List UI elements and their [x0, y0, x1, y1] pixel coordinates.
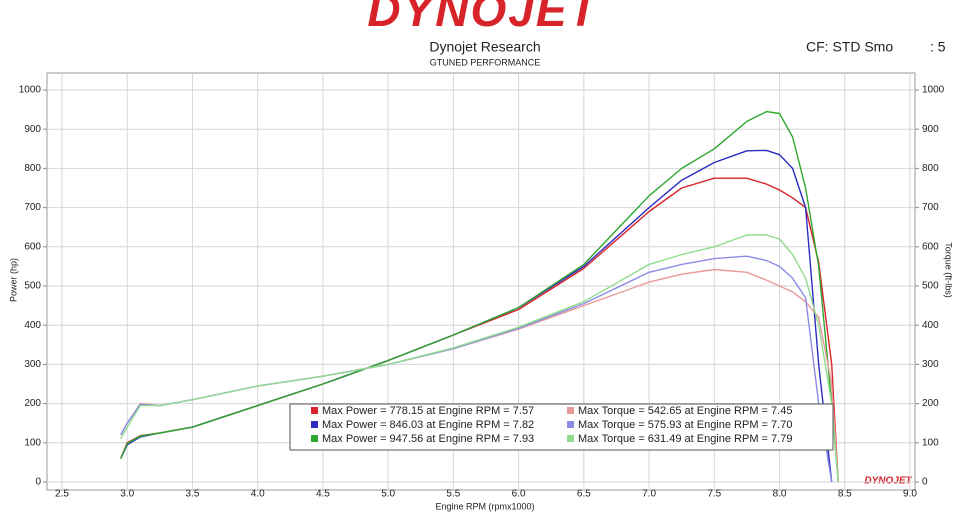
- x-tick-label: 4.0: [251, 489, 265, 500]
- legend-label: Max Torque = 575.93 at Engine RPM = 7.70: [578, 419, 792, 431]
- x-tick-label: 7.5: [707, 489, 721, 500]
- y2-tick-label: 300: [922, 359, 939, 370]
- legend-label: Max Torque = 631.49 at Engine RPM = 7.79: [578, 433, 792, 445]
- watermark: DYNOJET: [864, 476, 912, 487]
- legend-swatch: [311, 435, 318, 442]
- y2-axis-label: Torque (ft-lbs): [944, 242, 954, 298]
- y-tick-label: 900: [24, 124, 41, 135]
- logo: DYNOJET: [367, 0, 600, 36]
- legend-box: [289, 403, 834, 451]
- legend-label: Max Power = 778.15 at Engine RPM = 7.57: [322, 405, 534, 417]
- x-tick-label: 3.0: [120, 489, 134, 500]
- legend: Max Power = 778.15 at Engine RPM = 7.57 M…: [289, 403, 834, 451]
- legend-swatch: [567, 407, 574, 414]
- y-tick-label: 500: [24, 281, 41, 292]
- x-tick-label: 6.5: [577, 489, 591, 500]
- chart-title: Dynojet Research: [429, 39, 540, 55]
- legend-swatch: [311, 407, 318, 414]
- y-tick-label: 700: [24, 202, 41, 213]
- x-tick-label: 7.0: [642, 489, 656, 500]
- chart-subtitle: GTUNED PERFORMANCE: [430, 57, 541, 67]
- correction-factor: : 5: [930, 39, 946, 55]
- legend-label: Max Power = 846.03 at Engine RPM = 7.82: [322, 419, 534, 431]
- x-tick-label: 5.0: [381, 489, 395, 500]
- x-tick-label: 6.0: [512, 489, 526, 500]
- y-tick-label: 400: [24, 320, 41, 331]
- y-tick-label: 200: [24, 398, 41, 409]
- y-tick-label: 0: [35, 477, 41, 488]
- y2-tick-label: 1000: [922, 85, 945, 96]
- y-tick-label: 600: [24, 241, 41, 252]
- x-tick-label: 4.5: [316, 489, 330, 500]
- correction-factor: CF: STD Smo: [806, 39, 893, 55]
- y2-tick-label: 900: [922, 124, 939, 135]
- y2-tick-label: 800: [922, 163, 939, 174]
- y-tick-label: 300: [24, 359, 41, 370]
- x-axis-label: Engine RPM (rpmx1000): [435, 501, 534, 511]
- legend-swatch: [567, 421, 574, 428]
- x-tick-label: 5.5: [446, 489, 460, 500]
- y2-tick-label: 0: [922, 477, 928, 488]
- series-line: [120, 234, 839, 483]
- y-tick-label: 1000: [19, 85, 42, 96]
- y2-tick-label: 600: [922, 241, 939, 252]
- y2-tick-label: 500: [922, 281, 939, 292]
- y2-tick-label: 100: [922, 437, 939, 448]
- x-tick-label: 2.5: [55, 489, 69, 500]
- y2-tick-label: 400: [922, 320, 939, 331]
- y-tick-label: 100: [24, 437, 41, 448]
- y2-tick-label: 700: [922, 202, 939, 213]
- legend-swatch: [311, 421, 318, 428]
- y2-tick-label: 200: [922, 398, 939, 409]
- x-tick-label: 3.5: [186, 489, 200, 500]
- x-tick-label: 9.0: [903, 489, 917, 500]
- y-axis-label: Power (hp): [8, 258, 18, 302]
- y-tick-label: 800: [24, 163, 41, 174]
- legend-label: Max Power = 947.56 at Engine RPM = 7.93: [322, 433, 534, 445]
- series-line: [120, 110, 839, 483]
- plot-frame: [46, 72, 916, 491]
- legend-label: Max Torque = 542.65 at Engine RPM = 7.45: [578, 405, 792, 417]
- legend-swatch: [567, 435, 574, 442]
- x-tick-label: 8.5: [838, 489, 852, 500]
- x-tick-label: 8.0: [773, 489, 787, 500]
